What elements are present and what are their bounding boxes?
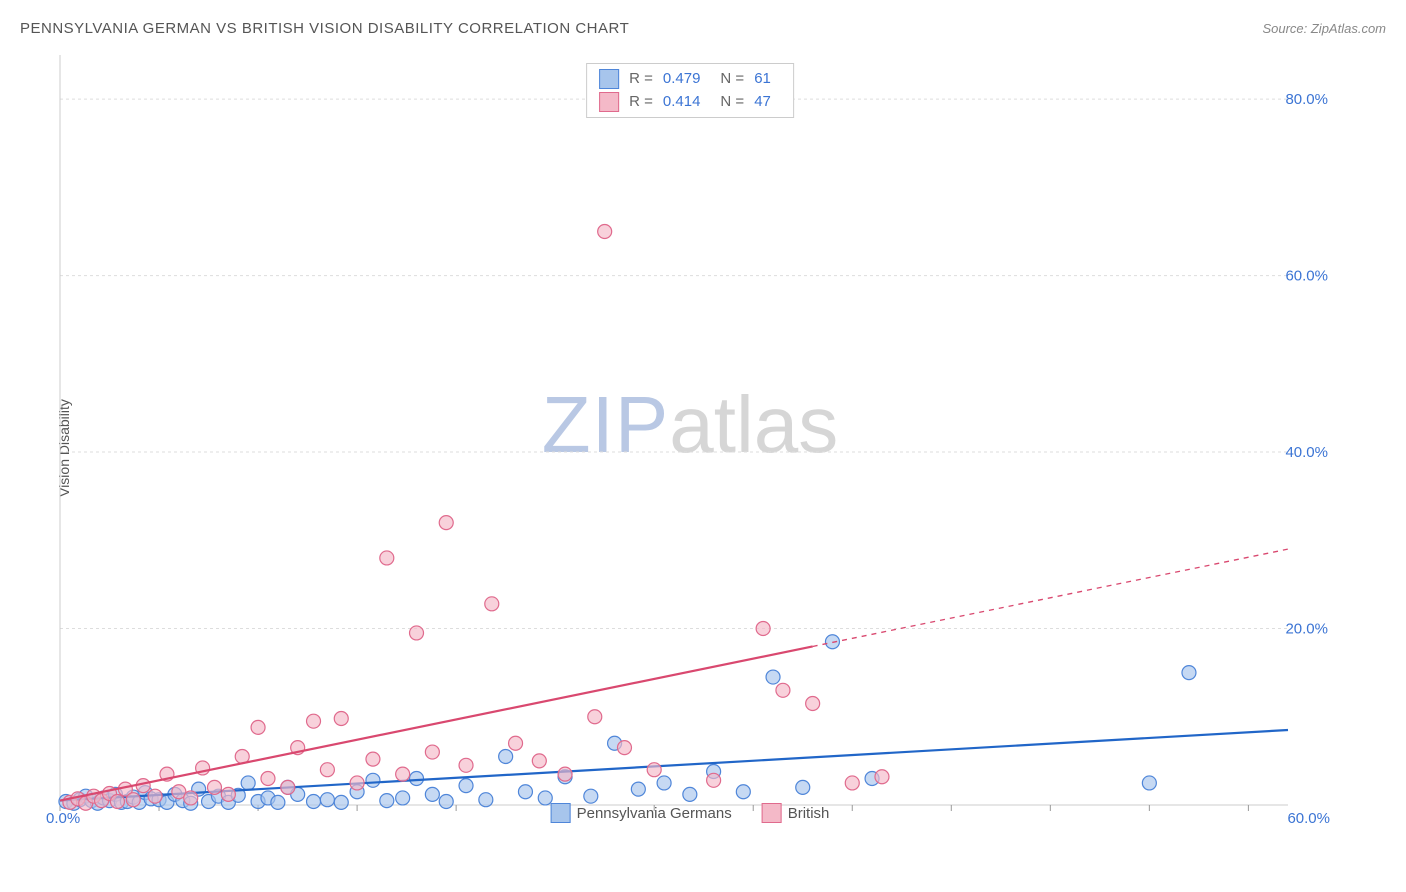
n-value-series0: 61: [754, 68, 771, 91]
r-label: R =: [629, 68, 653, 91]
legend-item-series1: British: [762, 803, 830, 823]
svg-text:80.0%: 80.0%: [1285, 91, 1328, 108]
svg-text:20.0%: 20.0%: [1285, 621, 1328, 638]
stats-row-series0: R = 0.479 N = 61: [599, 68, 781, 91]
svg-text:40.0%: 40.0%: [1285, 444, 1328, 461]
source-label: Source: ZipAtlas.com: [1262, 21, 1386, 36]
svg-text:60.0%: 60.0%: [1285, 268, 1328, 285]
legend-label-series0: Pennsylvania Germans: [577, 805, 732, 822]
x-end-label: 60.0%: [1287, 810, 1330, 827]
scatter-chart: 20.0% 40.0% 60.0% 80.0%: [50, 55, 1330, 825]
swatch-series1: [762, 803, 782, 823]
x-origin-label: 0.0%: [46, 810, 80, 827]
n-label: N =: [720, 68, 744, 91]
page-title: PENNSYLVANIA GERMAN VS BRITISH VISION DI…: [20, 20, 629, 37]
r-value-series1: 0.414: [663, 91, 701, 114]
chart-area: Vision Disability ZIPatlas 20.0%40.0%60.…: [50, 55, 1330, 825]
r-value-series0: 0.479: [663, 68, 701, 91]
swatch-series0: [551, 803, 571, 823]
legend-item-series0: Pennsylvania Germans: [551, 803, 732, 823]
r-label: R =: [629, 91, 653, 114]
stats-row-series1: R = 0.414 N = 47: [599, 91, 781, 114]
swatch-series0: [599, 69, 619, 89]
legend: Pennsylvania Germans British: [551, 803, 830, 823]
n-value-series1: 47: [754, 91, 771, 114]
swatch-series1: [599, 92, 619, 112]
legend-label-series1: British: [788, 805, 830, 822]
header: PENNSYLVANIA GERMAN VS BRITISH VISION DI…: [20, 20, 1386, 37]
stats-box: R = 0.479 N = 61 R = 0.414 N = 47: [586, 63, 794, 118]
n-label: N =: [720, 91, 744, 114]
